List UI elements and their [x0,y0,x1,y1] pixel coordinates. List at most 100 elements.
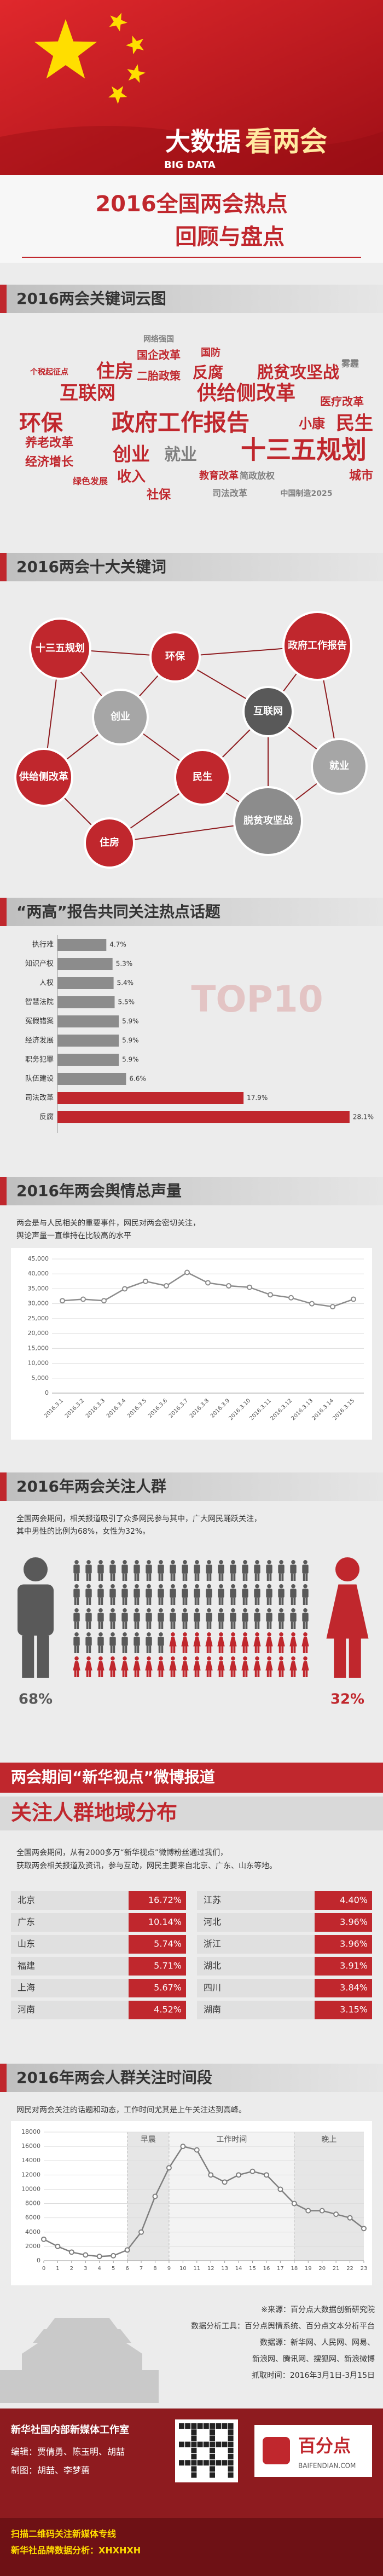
person-leg [158,1597,161,1605]
cloud-word: 反腐 [193,363,223,382]
qr-cell [216,2423,222,2429]
person-head [255,1608,259,1613]
person-leg [209,1645,212,1653]
small-person [158,1584,164,1605]
qr-cell [216,2460,222,2466]
title: 回顾与盘点 [175,224,285,250]
region-name: 广东 [18,1917,35,1927]
person-leg [110,1645,113,1653]
keyword-node [233,786,303,856]
person-leg [206,1645,209,1653]
cloud-word: 医疗改革 [320,395,364,408]
person-leg [101,1645,103,1653]
person-leg [161,1621,164,1629]
small-person [85,1632,92,1653]
qr-cell [222,2441,228,2447]
data-point [55,2243,61,2249]
category-label: 司法改革 [25,1094,54,1102]
region-pct-box [315,1979,372,1997]
person-head [183,1560,187,1564]
person-leg [233,1573,236,1581]
region-pct-box [315,1913,372,1932]
person-head [279,1608,283,1613]
person-head [86,1560,91,1564]
person-leg [185,1621,188,1629]
category-label: 反腐 [39,1113,54,1122]
small-person [302,1608,309,1629]
person-leg [170,1670,173,1677]
person-leg [98,1621,101,1629]
small-person [253,1656,261,1677]
person-leg [158,1573,161,1581]
data-point [83,2252,89,2258]
person-leg [74,1573,77,1581]
person-head [111,1632,115,1637]
small-person [97,1584,104,1605]
section-title: 2016年两会舆情总声量 [16,1182,182,1200]
qr-cell [191,2460,197,2466]
person-body [277,1637,285,1647]
person-leg [77,1670,79,1677]
person-leg [98,1645,101,1653]
person-body [266,1564,272,1574]
annotation: TOP10 [191,978,323,1020]
title-panel [0,175,383,263]
y-tick-label: 14000 [21,2157,40,2164]
flag-star [34,19,97,79]
period-band [127,2132,169,2261]
qr-cell [222,2423,228,2429]
cloud-word: 个税起征点 [30,367,68,377]
small-person [301,1656,309,1677]
intro-text: 两会是与人民相关的重要事件，网民对两会密切关注， [16,1218,200,1228]
person-leg [293,1597,296,1605]
person-leg [254,1670,257,1677]
region-name: 浙江 [204,1939,221,1949]
data-point [361,2226,367,2232]
person-body [229,1637,237,1647]
person-head [267,1560,271,1564]
value-label: 17.9% [247,1094,268,1102]
footer-qr-text: 扫描二维码关注新媒体专线 [11,2529,116,2539]
value-label: 6.6% [129,1075,146,1083]
region-pct-box [129,1891,186,1910]
person-leg [305,1597,308,1605]
person-leg [269,1573,272,1581]
small-person [146,1632,152,1653]
small-person [85,1560,92,1581]
y-tick-label: 0 [45,1389,49,1396]
region-pct-box [315,1957,372,1976]
region-title: 两会期间“新华视点”微博报道 [11,1768,215,1786]
person-head [219,1608,223,1613]
person-body [121,1637,128,1646]
data-point [60,1298,65,1304]
person-leg [254,1573,257,1581]
person-body [218,1589,224,1598]
person-head [255,1560,259,1564]
person-leg [89,1670,91,1677]
person-head [303,1656,307,1661]
person-head [98,1560,103,1564]
small-person [158,1632,164,1653]
keyword-node [282,611,352,681]
small-person [194,1584,200,1605]
person-head [267,1584,271,1589]
person-leg [303,1621,305,1629]
period-label: 晚上 [321,2135,336,2144]
small-person [193,1656,201,1677]
person-head [195,1560,199,1564]
person-leg [293,1645,296,1653]
person-leg [182,1645,185,1653]
x-tick-label: 19 [305,2266,312,2272]
person-leg [218,1621,221,1629]
data-point [226,1283,231,1289]
person-body [73,1637,80,1646]
person-leg [74,1645,77,1653]
person-leg [77,1597,79,1605]
person-body [278,1589,285,1598]
person-body [134,1589,140,1598]
data-point [291,2200,297,2207]
person-leg [161,1597,164,1605]
person-leg [158,1621,161,1629]
data-point [164,1283,169,1289]
person-leg [161,1573,164,1581]
